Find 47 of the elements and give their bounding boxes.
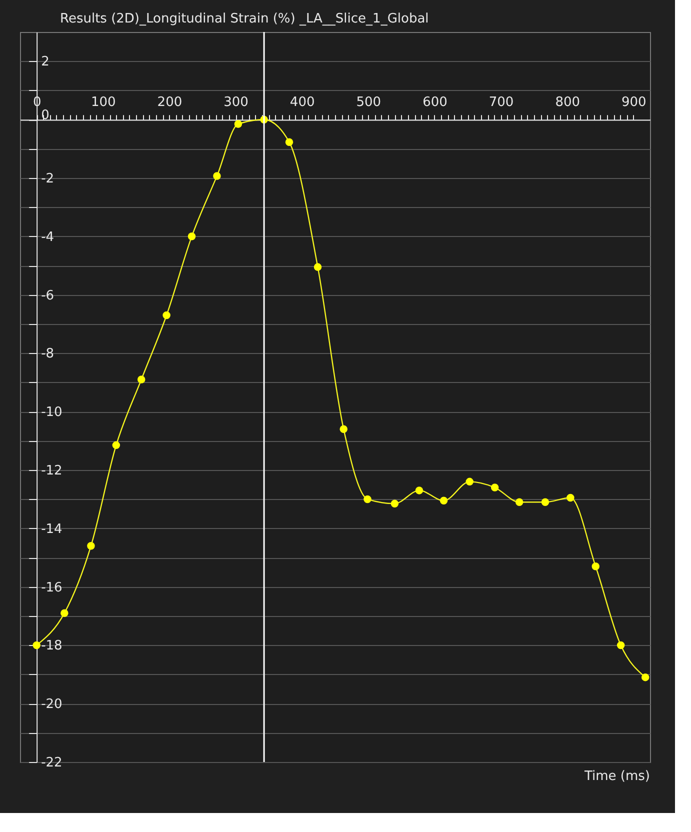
point [87,542,95,550]
y-tick-label: -14 [41,522,62,537]
point [541,498,550,506]
y-tick-label: -10 [41,405,62,420]
x-axis-title: Time (ms) [583,769,650,784]
point [515,498,524,506]
x-tick-label: 700 [488,95,514,110]
x-tick-label: 900 [622,95,646,110]
point [364,495,372,504]
point [440,496,448,505]
x-tick-label: 600 [422,95,448,110]
chart-title: Results (2D)_Longitudinal Strain (%) _LA__Slice_1_Global [60,11,429,26]
point [616,641,625,650]
point [32,641,40,650]
y-tick-label: -12 [41,464,62,478]
point [188,232,196,240]
x-tick-label: 300 [224,95,248,110]
x-tick-label: 800 [555,95,580,110]
point [285,138,294,146]
y-tick-label: -8 [41,346,54,362]
y-tick-label: -6 [41,288,54,304]
x-tick-label: 400 [290,95,315,110]
point [566,494,574,502]
point [314,263,322,271]
point [60,609,68,617]
y-tick-label: -20 [41,697,62,712]
point [340,425,348,433]
point [466,478,474,486]
point [137,376,146,384]
point [390,500,399,508]
x-tick-label: 100 [90,95,116,110]
point [234,120,242,128]
y-tick-label: -18 [41,638,62,654]
y-tick-label: -4 [41,230,54,245]
y-tick-label: -16 [41,580,62,596]
point [592,562,600,570]
point [162,311,170,320]
y-tick-label: -2 [41,172,54,186]
point [641,673,650,682]
x-tick-label: 500 [356,95,382,110]
point [490,484,499,492]
x-tick-label: 200 [157,95,182,110]
point [213,172,221,180]
point [415,486,424,494]
point [112,441,120,450]
y-tick-label: 2 [41,54,50,70]
y-tick-label: -22 [41,756,62,770]
